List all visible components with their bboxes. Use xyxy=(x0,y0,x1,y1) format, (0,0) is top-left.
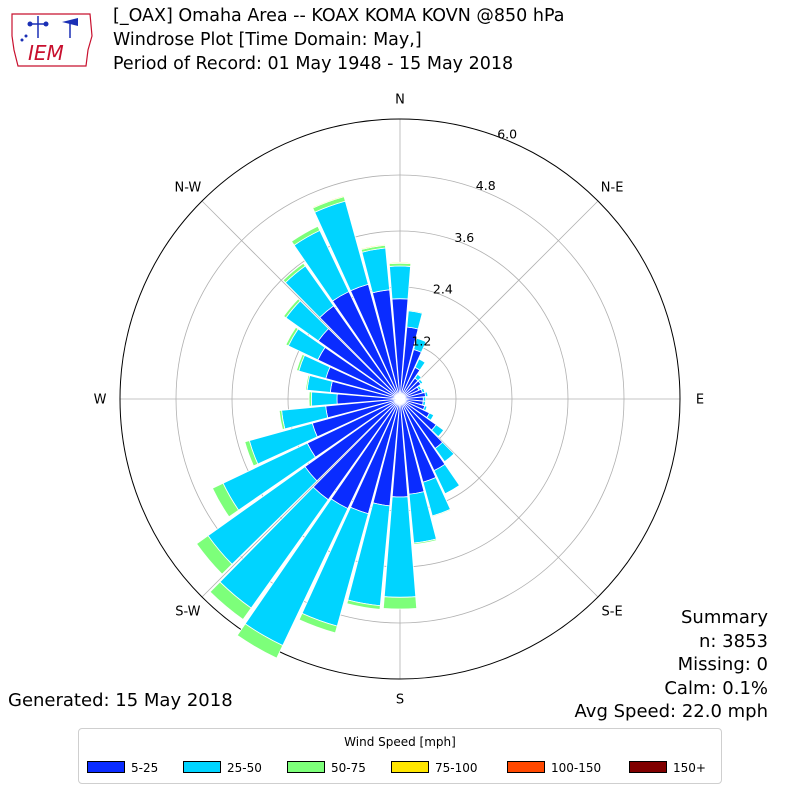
summary-heading: Summary xyxy=(681,607,768,628)
legend-item: 75-100 xyxy=(391,761,478,775)
direction-labels: N N-E E S-E S S-W W N-W xyxy=(94,93,705,708)
grid-spoke xyxy=(399,200,599,400)
direction-label: S xyxy=(396,693,404,708)
legend-swatch xyxy=(287,761,325,773)
summary-count: n: 3853 xyxy=(698,630,768,652)
legend-item: 25-50 xyxy=(183,761,262,775)
legend-swatch xyxy=(507,761,545,773)
legend-item: 5-25 xyxy=(87,761,158,775)
windrose-bar xyxy=(389,265,411,300)
windrose-bar xyxy=(420,387,426,394)
windrose-bar xyxy=(310,391,338,407)
windrose-bar xyxy=(424,391,429,397)
windrose-bar xyxy=(407,309,423,314)
windrose-bar xyxy=(444,453,455,463)
svg-text:IEM: IEM xyxy=(28,41,64,65)
windrose-bar xyxy=(388,261,412,265)
windrose-bar xyxy=(416,337,427,343)
legend-swatch xyxy=(629,761,667,773)
summary-avg-speed: Avg Speed: 22.0 mph xyxy=(574,701,768,722)
windrose-bar xyxy=(422,396,427,402)
direction-label: S-W xyxy=(175,605,200,620)
windrose-bar xyxy=(211,482,240,518)
summary-missing: Missing: 0 xyxy=(677,654,768,675)
windrose-bar xyxy=(296,353,306,372)
windrose-bar xyxy=(444,484,461,495)
windrose-bar xyxy=(360,243,386,250)
outer-ring xyxy=(119,118,681,680)
windrose-bar xyxy=(422,400,426,406)
direction-label: N-E xyxy=(601,180,624,195)
legend-label: 50-75 xyxy=(331,761,366,775)
legend-swatch xyxy=(391,761,429,773)
windrose-bar xyxy=(305,374,311,391)
legend-swatch xyxy=(183,761,221,773)
legend-label: 100-150 xyxy=(551,761,602,775)
legend-title: Wind Speed [mph] xyxy=(344,735,456,749)
windrose-bar xyxy=(196,535,233,575)
legend-swatch xyxy=(87,761,125,773)
radial-tick-label: 2.4 xyxy=(433,282,453,297)
windrose-bar xyxy=(431,424,445,438)
radial-tick-labels: 1.2 2.4 3.6 4.8 6.0 xyxy=(411,126,517,348)
chart-title: [_OAX] Omaha Area -- KOAX KOMA KOVN @850… xyxy=(113,6,565,26)
legend-item: 100-150 xyxy=(507,761,601,775)
radial-tick-label: 6.0 xyxy=(497,126,517,141)
radial-tick-label: 3.6 xyxy=(454,230,474,245)
windrose-bar xyxy=(290,225,321,246)
legend: Wind Speed [mph] 5-25 25-50 50-75 75-100… xyxy=(78,728,722,784)
windrose-bar xyxy=(426,412,435,421)
iem-logo: IEM xyxy=(11,13,93,67)
legend-label: 150+ xyxy=(673,761,706,775)
windrose-bar xyxy=(298,612,338,634)
direction-label: W xyxy=(94,393,107,408)
windrose-bar xyxy=(346,599,381,610)
generated-date: Generated: 15 May 2018 xyxy=(8,690,233,711)
legend-item: 150+ xyxy=(629,761,706,775)
windrose-bar xyxy=(413,538,438,545)
windrose-bar xyxy=(311,195,345,209)
legend-label: 5-25 xyxy=(131,761,159,775)
grid-ring xyxy=(175,174,625,624)
windrose-bar xyxy=(209,581,252,621)
windrose-bar xyxy=(382,596,418,610)
windrose-bar xyxy=(278,409,286,430)
windrose-bar xyxy=(414,373,422,382)
direction-label: E xyxy=(696,393,704,408)
radial-tick-label: 4.8 xyxy=(476,178,496,193)
windrose-bar xyxy=(422,405,428,412)
summary-box: Summary n: 3853 Missing: 0 Calm: 0.1% Av… xyxy=(575,606,768,724)
direction-label: S-E xyxy=(602,605,623,620)
windrose-bars xyxy=(196,195,461,659)
legend-label: 75-100 xyxy=(435,761,478,775)
windrose-bar xyxy=(414,358,426,371)
windrose-bar xyxy=(244,440,259,467)
windrose-bar xyxy=(308,391,313,407)
summary-calm: Calm: 0.1% xyxy=(664,677,768,699)
legend-label: 25-50 xyxy=(227,761,262,775)
windrose-bar xyxy=(406,310,423,330)
chart-subtitle: Windrose Plot [Time Domain: May,] xyxy=(113,30,422,50)
period-of-record: Period of Record: 01 May 1948 - 15 May 2… xyxy=(113,54,514,74)
windrose-bar xyxy=(417,378,424,385)
windrose-bar xyxy=(431,508,452,518)
radial-tick-label: 1.2 xyxy=(411,333,431,348)
windrose-bar xyxy=(283,298,301,319)
legend-item: 50-75 xyxy=(287,761,366,775)
windrose-bar xyxy=(236,623,284,659)
direction-label: N-W xyxy=(174,180,201,195)
direction-label: N xyxy=(395,93,405,108)
windrose-bar xyxy=(282,262,306,284)
windrose-bar xyxy=(285,326,299,347)
